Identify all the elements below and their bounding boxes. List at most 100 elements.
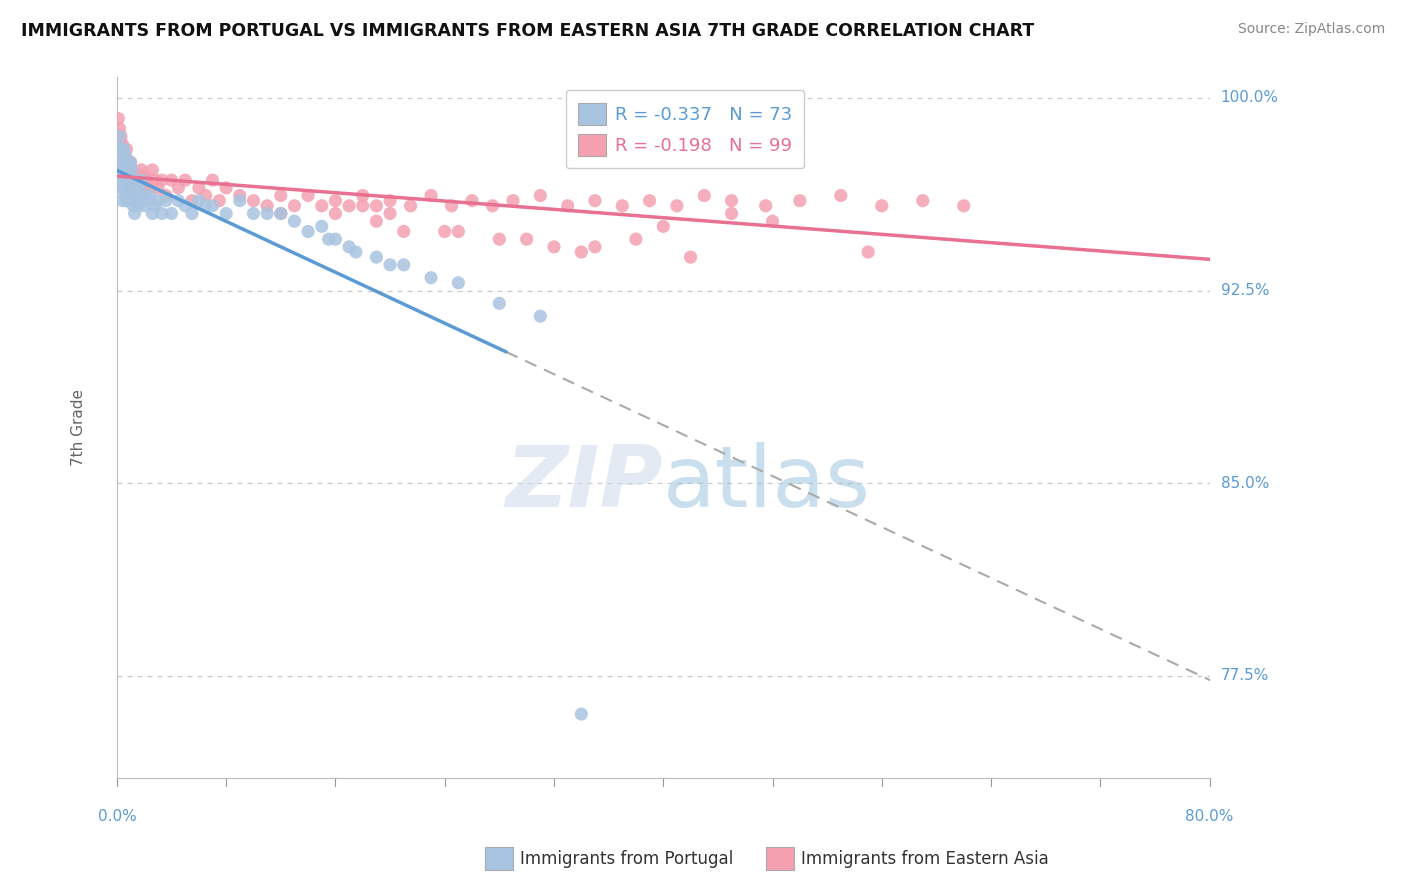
Point bbox=[337, 240, 360, 254]
Point bbox=[755, 199, 778, 213]
Point bbox=[124, 173, 146, 187]
Point bbox=[283, 214, 305, 228]
Point bbox=[143, 173, 166, 187]
Point bbox=[569, 245, 592, 260]
Point bbox=[138, 188, 160, 202]
Point bbox=[141, 162, 163, 177]
Point bbox=[392, 258, 415, 272]
Point bbox=[114, 147, 136, 161]
Point bbox=[366, 250, 388, 264]
Point bbox=[117, 173, 139, 187]
Point bbox=[127, 199, 149, 213]
Point bbox=[111, 155, 134, 169]
Point bbox=[160, 173, 183, 187]
Point bbox=[115, 142, 138, 156]
Point bbox=[311, 219, 333, 234]
Text: 77.5%: 77.5% bbox=[1220, 668, 1270, 683]
Point bbox=[115, 194, 138, 208]
Point bbox=[121, 162, 143, 177]
Point bbox=[138, 181, 160, 195]
Point bbox=[122, 168, 145, 182]
Point bbox=[481, 199, 503, 213]
Point bbox=[107, 112, 129, 126]
Point bbox=[131, 173, 153, 187]
Point bbox=[270, 206, 292, 220]
Point bbox=[143, 199, 166, 213]
Point bbox=[194, 199, 217, 213]
Point bbox=[134, 199, 156, 213]
Point bbox=[624, 232, 647, 246]
Point bbox=[117, 194, 139, 208]
Point bbox=[665, 199, 688, 213]
Point bbox=[502, 194, 524, 208]
Point bbox=[325, 206, 347, 220]
Point bbox=[447, 276, 470, 290]
Point bbox=[160, 206, 183, 220]
Text: 80.0%: 80.0% bbox=[1185, 809, 1234, 824]
Point bbox=[720, 206, 742, 220]
Point bbox=[112, 168, 135, 182]
Point bbox=[155, 194, 177, 208]
Point bbox=[167, 181, 190, 195]
Point bbox=[652, 219, 675, 234]
Point bbox=[488, 232, 510, 246]
Point bbox=[399, 199, 422, 213]
Point bbox=[118, 181, 141, 195]
Point bbox=[318, 232, 340, 246]
Point bbox=[150, 206, 173, 220]
Point bbox=[311, 199, 333, 213]
Point bbox=[120, 155, 142, 169]
Point bbox=[181, 206, 204, 220]
Point bbox=[208, 194, 231, 208]
Point bbox=[125, 168, 148, 182]
Point bbox=[118, 168, 141, 182]
Point bbox=[856, 245, 879, 260]
Point bbox=[583, 240, 606, 254]
Point bbox=[155, 188, 177, 202]
Point bbox=[111, 155, 134, 169]
Point bbox=[114, 147, 136, 161]
Point bbox=[125, 194, 148, 208]
Point bbox=[121, 188, 143, 202]
Point bbox=[789, 194, 811, 208]
Point bbox=[256, 199, 278, 213]
Point bbox=[129, 173, 152, 187]
Point bbox=[121, 188, 143, 202]
Point bbox=[129, 194, 152, 208]
Point bbox=[720, 194, 742, 208]
Point bbox=[440, 199, 463, 213]
Point bbox=[146, 181, 169, 195]
Point bbox=[120, 155, 142, 169]
Point bbox=[128, 181, 150, 195]
Point bbox=[830, 188, 852, 202]
Point bbox=[117, 173, 139, 187]
Point bbox=[297, 188, 319, 202]
Point bbox=[201, 199, 224, 213]
Point bbox=[115, 173, 138, 187]
Point bbox=[242, 194, 264, 208]
Point bbox=[344, 245, 367, 260]
Point bbox=[297, 224, 319, 238]
Point bbox=[638, 194, 661, 208]
Point bbox=[127, 181, 149, 195]
Text: IMMIGRANTS FROM PORTUGAL VS IMMIGRANTS FROM EASTERN ASIA 7TH GRADE CORRELATION C: IMMIGRANTS FROM PORTUGAL VS IMMIGRANTS F… bbox=[21, 22, 1035, 40]
Point bbox=[352, 199, 374, 213]
Text: 0.0%: 0.0% bbox=[97, 809, 136, 824]
Point bbox=[569, 707, 592, 722]
Point bbox=[283, 199, 305, 213]
Point bbox=[174, 199, 197, 213]
Point bbox=[112, 162, 135, 177]
Point bbox=[420, 270, 443, 285]
Point bbox=[242, 206, 264, 220]
Point bbox=[141, 206, 163, 220]
Point bbox=[447, 224, 470, 238]
Point bbox=[111, 194, 134, 208]
Point bbox=[612, 199, 634, 213]
Point bbox=[136, 173, 159, 187]
Point bbox=[366, 199, 388, 213]
Point bbox=[516, 232, 538, 246]
Point bbox=[108, 129, 131, 144]
Point bbox=[128, 168, 150, 182]
Point bbox=[150, 173, 173, 187]
Point bbox=[461, 194, 484, 208]
